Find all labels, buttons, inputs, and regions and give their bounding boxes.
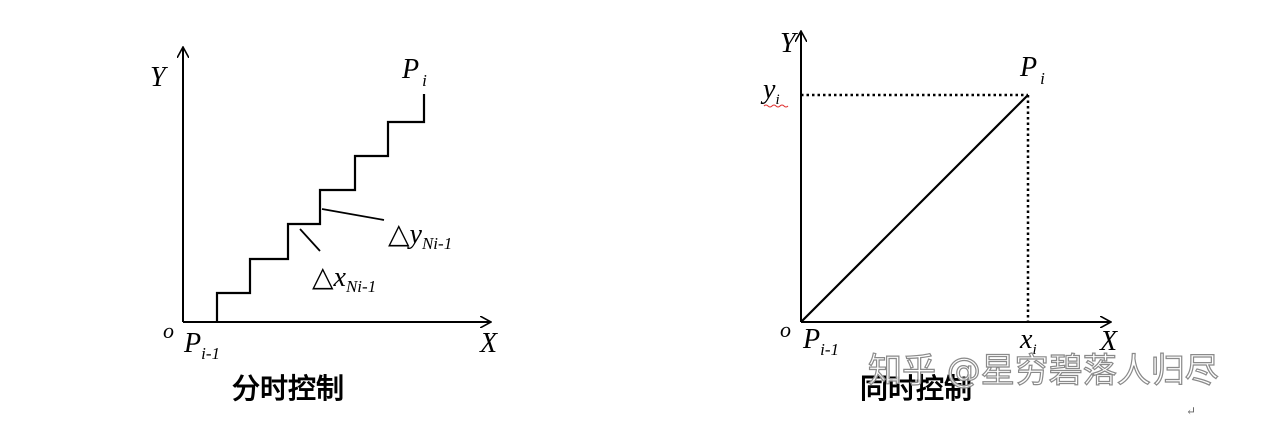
right-x-axis-label: X (1099, 326, 1118, 357)
right-caption: 同时控制 (860, 372, 972, 405)
left-origin-label: o (163, 318, 174, 343)
left-dx-leader (299, 228, 321, 252)
paragraph-mark: ↵ (1186, 404, 1196, 418)
right-y-axis-label: Y (780, 28, 799, 59)
left-x-axis-label: X (479, 328, 498, 359)
right-x-tick-label: xi (1019, 324, 1037, 358)
right-origin-label: o (780, 317, 791, 342)
left-y-axis-label: Y (150, 62, 169, 93)
left-caption: 分时控制 (232, 372, 344, 405)
left-staircase-path (215, 94, 426, 322)
left-start-point-label: Pi-1 (183, 328, 220, 363)
right-straight-path (800, 94, 1029, 323)
watermark: 知乎 @星穷碧落人归尽 (868, 351, 1219, 391)
right-y-tick-label: yi (760, 74, 780, 108)
left-dy-leader (321, 208, 385, 221)
left-delta-y-label: △yNi-1 (388, 219, 452, 253)
spellcheck-underline (763, 104, 789, 108)
right-start-point-label: Pi-1 (802, 324, 839, 359)
left-delta-x-label: △xNi-1 (312, 262, 376, 296)
